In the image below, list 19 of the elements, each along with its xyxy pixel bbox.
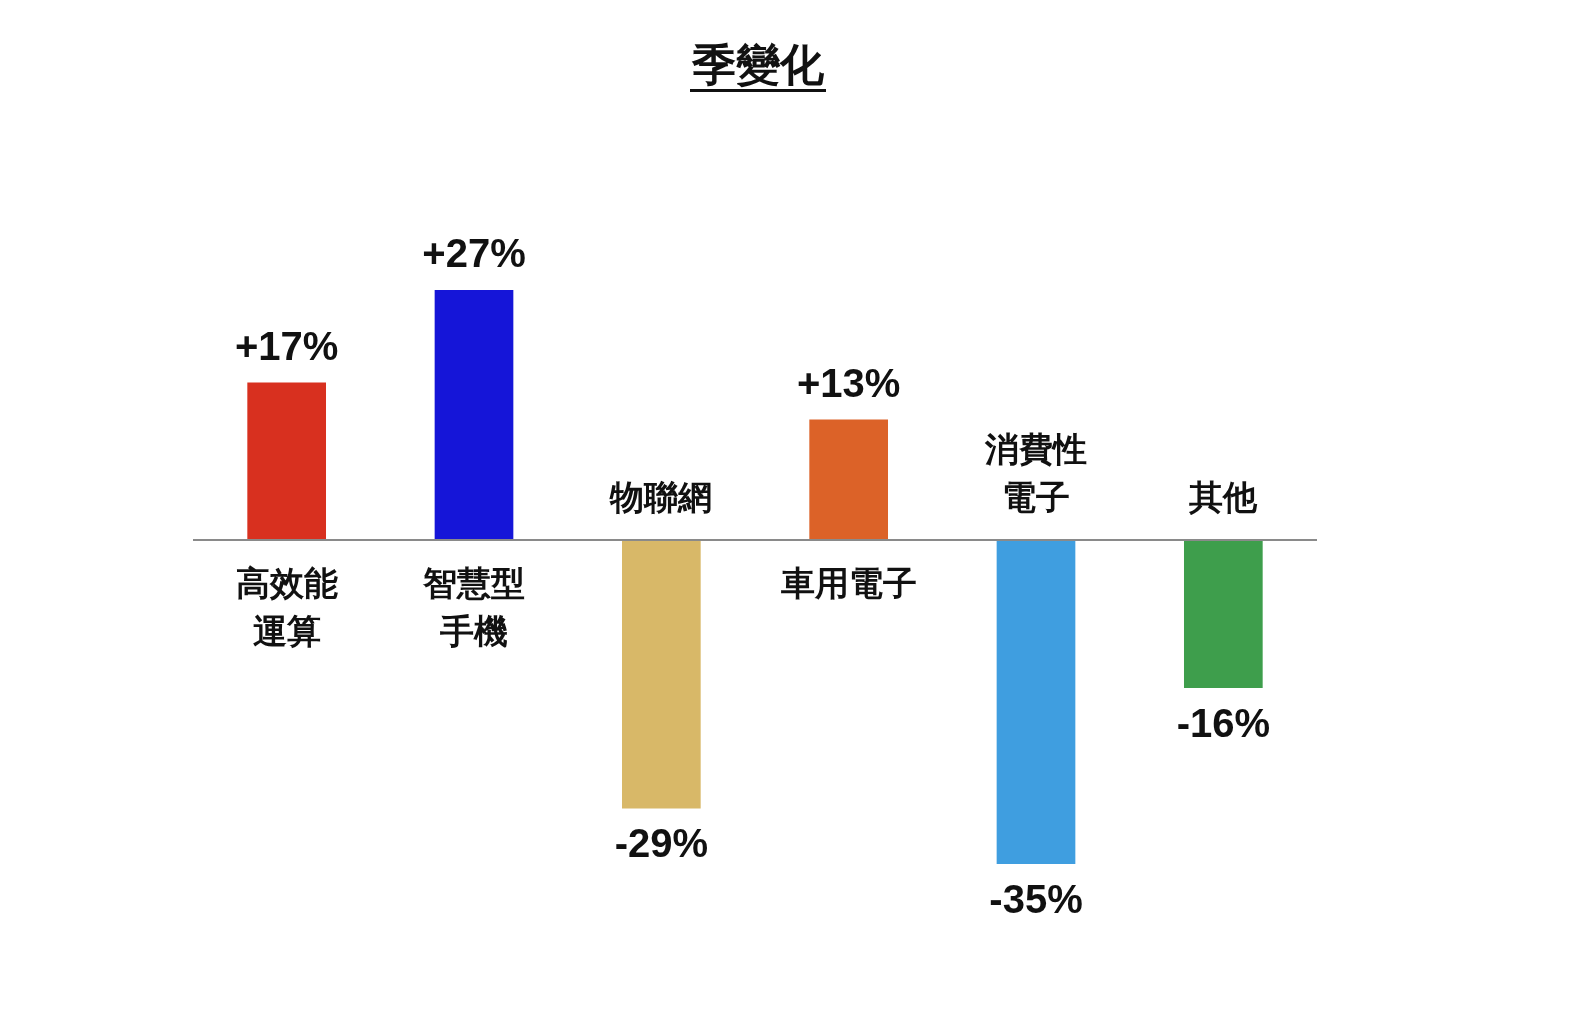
data-label: +27%	[422, 231, 526, 276]
data-label: -29%	[614, 821, 709, 866]
bar	[434, 290, 514, 540]
data-label: -16%	[1176, 701, 1271, 746]
bar	[621, 539, 701, 809]
bar	[1183, 539, 1263, 689]
data-label: +13%	[796, 360, 901, 405]
x-tick-label: 物聯網	[609, 478, 713, 517]
x-tick-label: 高效能運算	[235, 564, 338, 651]
chart-title: 季變化	[691, 40, 825, 89]
data-label: +17%	[234, 323, 339, 368]
bar	[809, 419, 889, 540]
bar	[247, 382, 327, 540]
bar	[996, 539, 1076, 864]
x-tick-label: 智慧型手機	[422, 564, 525, 651]
x-tick-label: 消費性電子	[984, 430, 1087, 517]
x-tick-label: 其他	[1188, 478, 1259, 517]
data-label: -35%	[989, 877, 1083, 922]
x-tick-label: 車用電子	[779, 564, 917, 603]
